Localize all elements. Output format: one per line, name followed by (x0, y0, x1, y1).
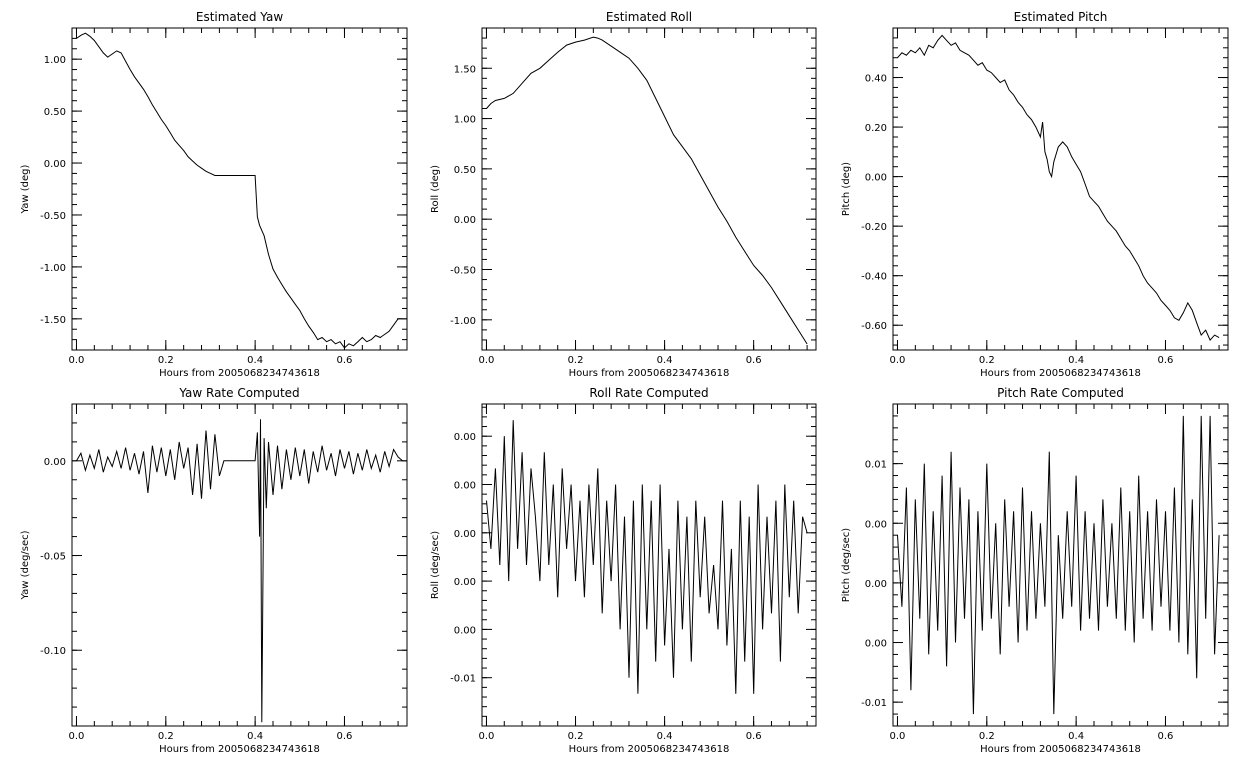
estimated-roll-plot-frame (481, 27, 817, 351)
estimated-roll-y-axis-label: Roll (deg) (430, 165, 441, 213)
estimated-roll-x-tick-label: 0.6 (746, 355, 762, 366)
estimated-yaw-y-tick-label: 0.50 (44, 107, 66, 118)
roll-rate-computed-x-tick-label: 0.6 (746, 731, 762, 742)
yaw-rate-computed-x-tick-label: 0.6 (337, 731, 353, 742)
yaw-rate-computed-panel: Yaw Rate Computed Hours from 200506823474… (20, 386, 408, 755)
estimated-yaw-x-tick-label: 0.0 (69, 355, 85, 366)
pitch-rate-computed-y-tick-label: 0.00 (865, 639, 887, 650)
roll-rate-computed-x-tick-label: 0.2 (568, 731, 584, 742)
estimated-yaw-x-tick-label: 0.4 (247, 355, 263, 366)
estimated-roll-panel: Estimated Roll Hours from 200506823474361… (430, 10, 817, 379)
estimated-pitch-x-axis-label: Hours from 2005068234743618 (980, 368, 1141, 379)
estimated-pitch-x-tick-label: 0.6 (1158, 355, 1174, 366)
estimated-pitch-x-tick-label: 0.0 (890, 355, 906, 366)
estimated-roll-y-tick-label: 1.50 (454, 64, 476, 75)
pitch-rate-computed-x-tick-label: 0.4 (1068, 731, 1084, 742)
pitch-rate-computed-y-tick-label: 0.00 (865, 579, 887, 590)
estimated-yaw-plot-frame (71, 27, 408, 351)
pitch-rate-computed-y-tick-label: 0.00 (865, 519, 887, 530)
pitch-rate-computed-x-tick-label: 0.6 (1158, 731, 1174, 742)
estimated-roll-title: Estimated Roll (606, 10, 692, 24)
yaw-rate-computed-x-tick-label: 0.4 (247, 731, 263, 742)
pitch-rate-computed-x-tick-label: 0.2 (979, 731, 995, 742)
roll-rate-computed-y-tick-label: 0.00 (454, 432, 476, 443)
roll-rate-computed-x-tick-label: 0.4 (657, 731, 673, 742)
yaw-rate-computed-plot-frame (71, 403, 408, 727)
estimated-pitch-y-tick-label: 0.20 (865, 123, 887, 134)
estimated-yaw-title: Estimated Yaw (196, 10, 283, 24)
yaw-rate-computed-y-tick-label: 0.00 (44, 457, 66, 468)
roll-rate-computed-x-axis-label: Hours from 2005068234743618 (569, 744, 730, 755)
roll-rate-computed-y-tick-label: 0.00 (454, 577, 476, 588)
yaw-rate-computed-y-axis-label: Yaw (deg/sec) (20, 530, 31, 600)
roll-rate-computed-title: Roll Rate Computed (589, 386, 708, 400)
yaw-rate-computed-y-tick-label: -0.10 (40, 646, 66, 657)
estimated-yaw-series-line (76, 32, 403, 349)
estimated-pitch-x-tick-label: 0.2 (979, 355, 995, 366)
estimated-pitch-plot-frame (892, 27, 1229, 351)
estimated-yaw-y-tick-label: -0.50 (40, 211, 66, 222)
pitch-rate-computed-series-line (897, 415, 1220, 715)
estimated-pitch-series-line (897, 34, 1220, 342)
roll-rate-computed-panel: Roll Rate Computed Hours from 20050682347… (430, 386, 817, 755)
pitch-rate-computed-title: Pitch Rate Computed (997, 386, 1124, 400)
estimated-yaw-y-tick-label: -1.50 (40, 315, 66, 326)
yaw-rate-computed-x-tick-label: 0.0 (69, 731, 85, 742)
estimated-yaw-y-tick-label: 0.00 (44, 159, 66, 170)
estimated-pitch-title: Estimated Pitch (1014, 10, 1108, 24)
estimated-yaw-y-tick-label: -1.00 (40, 263, 66, 274)
estimated-yaw-x-axis-label: Hours from 2005068234743618 (159, 368, 320, 379)
roll-rate-computed-y-axis-label: Roll (deg/sec) (430, 531, 441, 599)
yaw-rate-computed-title: Yaw Rate Computed (178, 386, 299, 400)
roll-rate-computed-y-tick-label: -0.01 (450, 674, 476, 685)
pitch-rate-computed-plot-frame (892, 403, 1229, 727)
estimated-yaw-x-tick-label: 0.6 (337, 355, 353, 366)
pitch-rate-computed-y-axis-label: Pitch (deg/sec) (841, 528, 852, 603)
yaw-rate-computed-x-axis-label: Hours from 2005068234743618 (159, 744, 320, 755)
roll-rate-computed-y-tick-label: 0.00 (454, 529, 476, 540)
estimated-pitch-y-tick-label: -0.40 (861, 272, 887, 283)
estimated-yaw-x-tick-label: 0.2 (158, 355, 174, 366)
estimated-pitch-y-tick-label: -0.60 (861, 321, 887, 332)
estimated-roll-x-tick-label: 0.4 (657, 355, 673, 366)
estimated-roll-x-tick-label: 0.2 (568, 355, 584, 366)
pitch-rate-computed-panel: Pitch Rate Computed Hours from 2005068234… (841, 386, 1229, 755)
yaw-rate-computed-series-line (76, 419, 403, 723)
estimated-roll-y-tick-label: 1.00 (454, 115, 476, 126)
roll-rate-computed-series-line (486, 420, 808, 694)
roll-rate-computed-y-tick-label: 0.00 (454, 625, 476, 636)
estimated-roll-series-line (486, 36, 808, 345)
yaw-rate-computed-y-tick-label: -0.05 (40, 552, 66, 563)
estimated-pitch-y-tick-label: 0.40 (865, 74, 887, 85)
pitch-rate-computed-y-tick-label: -0.01 (861, 698, 887, 709)
estimated-pitch-y-axis-label: Pitch (deg) (841, 162, 852, 216)
pitch-rate-computed-x-axis-label: Hours from 2005068234743618 (980, 744, 1141, 755)
yaw-rate-computed-x-tick-label: 0.2 (158, 731, 174, 742)
roll-rate-computed-x-tick-label: 0.0 (479, 731, 495, 742)
estimated-roll-x-axis-label: Hours from 2005068234743618 (569, 368, 730, 379)
pitch-rate-computed-x-tick-label: 0.0 (890, 731, 906, 742)
estimated-yaw-y-axis-label: Yaw (deg) (20, 164, 31, 214)
estimated-roll-y-tick-label: 0.00 (454, 215, 476, 226)
estimated-pitch-y-tick-label: 0.00 (865, 173, 887, 184)
estimated-pitch-panel: Estimated Pitch Hours from 20050682347436… (841, 10, 1229, 379)
roll-rate-computed-y-tick-label: 0.00 (454, 481, 476, 492)
estimated-pitch-y-tick-label: -0.20 (861, 222, 887, 233)
estimated-roll-y-tick-label: 0.50 (454, 165, 476, 176)
estimated-pitch-x-tick-label: 0.4 (1068, 355, 1084, 366)
estimated-roll-x-tick-label: 0.0 (479, 355, 495, 366)
pitch-rate-computed-y-tick-label: 0.01 (865, 460, 887, 471)
estimated-roll-y-tick-label: -0.50 (450, 266, 476, 277)
estimated-roll-y-tick-label: -1.00 (450, 316, 476, 327)
estimated-yaw-panel: Estimated Yaw Hours from 2005068234743618… (20, 10, 408, 379)
estimated-yaw-y-tick-label: 1.00 (44, 55, 66, 66)
roll-rate-computed-plot-frame (481, 403, 817, 727)
